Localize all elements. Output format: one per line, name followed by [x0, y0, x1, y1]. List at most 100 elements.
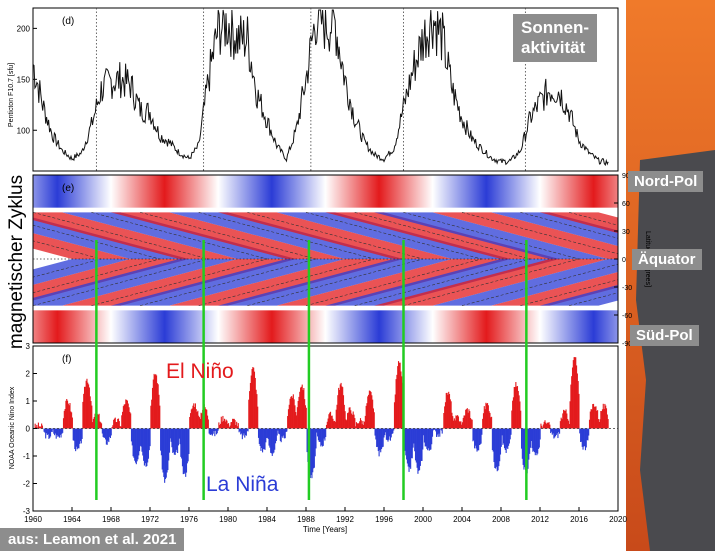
el-nino-bar	[38, 426, 40, 429]
la-nina-bar	[147, 428, 150, 459]
la-nina-bar	[431, 428, 433, 445]
la-nina-bar	[131, 428, 133, 446]
la-nina-bar	[318, 428, 320, 442]
la-nina-bar	[392, 428, 394, 434]
el-nino-bar	[302, 390, 304, 429]
la-nina-bar	[417, 428, 419, 474]
la-nina-bar	[102, 428, 104, 437]
el-nino-bar	[192, 405, 194, 429]
el-nino-bar	[365, 405, 367, 429]
el-nino-bar	[304, 399, 306, 429]
el-nino-bar	[117, 418, 120, 429]
el-nino-bar	[294, 405, 296, 429]
migrating-band-north	[33, 217, 189, 259]
la-nina-bar	[424, 428, 426, 447]
la-nina-bar	[321, 428, 324, 447]
el-nino-bar	[125, 399, 127, 429]
el-nino-bar	[226, 420, 228, 429]
panel-d-solar-flux: (d) Penticton F10.7 [sfu] 100 150 200	[8, 7, 619, 172]
polar-band-south	[325, 310, 433, 343]
la-nina-bar	[246, 428, 248, 431]
polar-band-south	[33, 310, 111, 343]
la-nina-bar	[376, 428, 378, 448]
el-nino-bar	[459, 421, 461, 429]
el-nino-bar	[344, 411, 346, 429]
el-nino-bar	[224, 421, 226, 429]
el-nino-bar	[233, 418, 235, 429]
el-nino-bar	[482, 413, 485, 429]
la-nina-bar	[139, 428, 141, 452]
la-nina-bar	[425, 428, 427, 447]
el-nino-bar	[64, 409, 66, 429]
x-tick-label: 1976	[180, 515, 198, 524]
polar-band-south	[432, 310, 540, 343]
el-nino-bar	[566, 413, 568, 429]
el-nino-bar	[130, 413, 132, 429]
la-nina-bar	[384, 428, 386, 436]
el-nino-bar	[111, 426, 113, 429]
el-nino-bar	[37, 427, 39, 429]
la-nina-bar	[103, 428, 105, 438]
x-tick-label: 2004	[453, 515, 471, 524]
la-nina-bar	[148, 428, 150, 451]
la-nina-bar	[588, 428, 590, 436]
la-nina-bar	[414, 428, 417, 461]
la-nina-bar	[436, 428, 438, 437]
el-nino-bar	[397, 361, 400, 429]
el-nino-bar	[358, 423, 360, 429]
el-nino-bar	[129, 411, 131, 429]
el-nino-bar	[444, 406, 446, 429]
la-nina-bar	[534, 428, 536, 456]
el-nino-bar	[603, 409, 605, 429]
la-nina-bar	[62, 428, 64, 433]
la-nina-bar	[247, 428, 249, 432]
el-nino-bar	[156, 375, 158, 429]
la-nina-bar	[404, 428, 406, 451]
el-nino-bar	[594, 406, 596, 429]
migrating-band-south	[33, 259, 238, 306]
la-nina-bar	[240, 428, 242, 435]
el-nino-bar	[223, 420, 225, 429]
el-nino-bar	[336, 404, 338, 429]
la-nina-bar	[388, 428, 390, 440]
el-nino-bar	[154, 375, 156, 429]
la-nina-bar	[430, 428, 432, 450]
el-nino-bar	[513, 386, 515, 429]
la-nina-bar	[414, 428, 416, 452]
la-nina-bar	[497, 428, 499, 471]
la-nina-bar	[523, 428, 525, 470]
el-nino-bar	[396, 374, 398, 429]
la-nina-bar	[211, 428, 213, 436]
el-nino-bar	[511, 410, 513, 429]
la-nina-bar	[393, 428, 395, 431]
el-nino-bar	[189, 413, 192, 429]
el-nino-bar	[592, 404, 594, 429]
el-nino-bar	[225, 419, 227, 429]
la-nina-bar	[217, 428, 219, 431]
la-nina-bar	[428, 428, 430, 451]
el-nino-bar	[335, 409, 337, 429]
panel-e-ytick-label: 90	[622, 173, 630, 180]
el-nino-bar	[456, 415, 458, 429]
el-nino-bar	[150, 405, 152, 429]
la-nina-bar	[266, 428, 268, 438]
el-nino-bar	[546, 422, 548, 429]
la-nina-label: La Niña	[206, 473, 279, 496]
la-nina-bar	[583, 428, 585, 447]
la-nina-bar	[143, 428, 145, 461]
la-nina-bar	[178, 428, 180, 439]
la-nina-bar	[133, 428, 135, 458]
el-nino-bar	[471, 419, 473, 429]
source-label: aus: Leamon et al. 2021	[0, 528, 185, 551]
el-nino-bar	[599, 419, 601, 429]
la-nina-bar	[313, 428, 315, 468]
panel-d-frame	[32, 7, 619, 172]
el-nino-bar	[195, 409, 197, 429]
la-nina-bar	[50, 428, 52, 432]
la-nina-bar	[238, 428, 240, 433]
el-nino-bar	[65, 400, 67, 429]
el-nino-bar	[512, 400, 514, 429]
la-nina-bar	[146, 428, 148, 467]
x-tick-label: 2000	[414, 515, 432, 524]
